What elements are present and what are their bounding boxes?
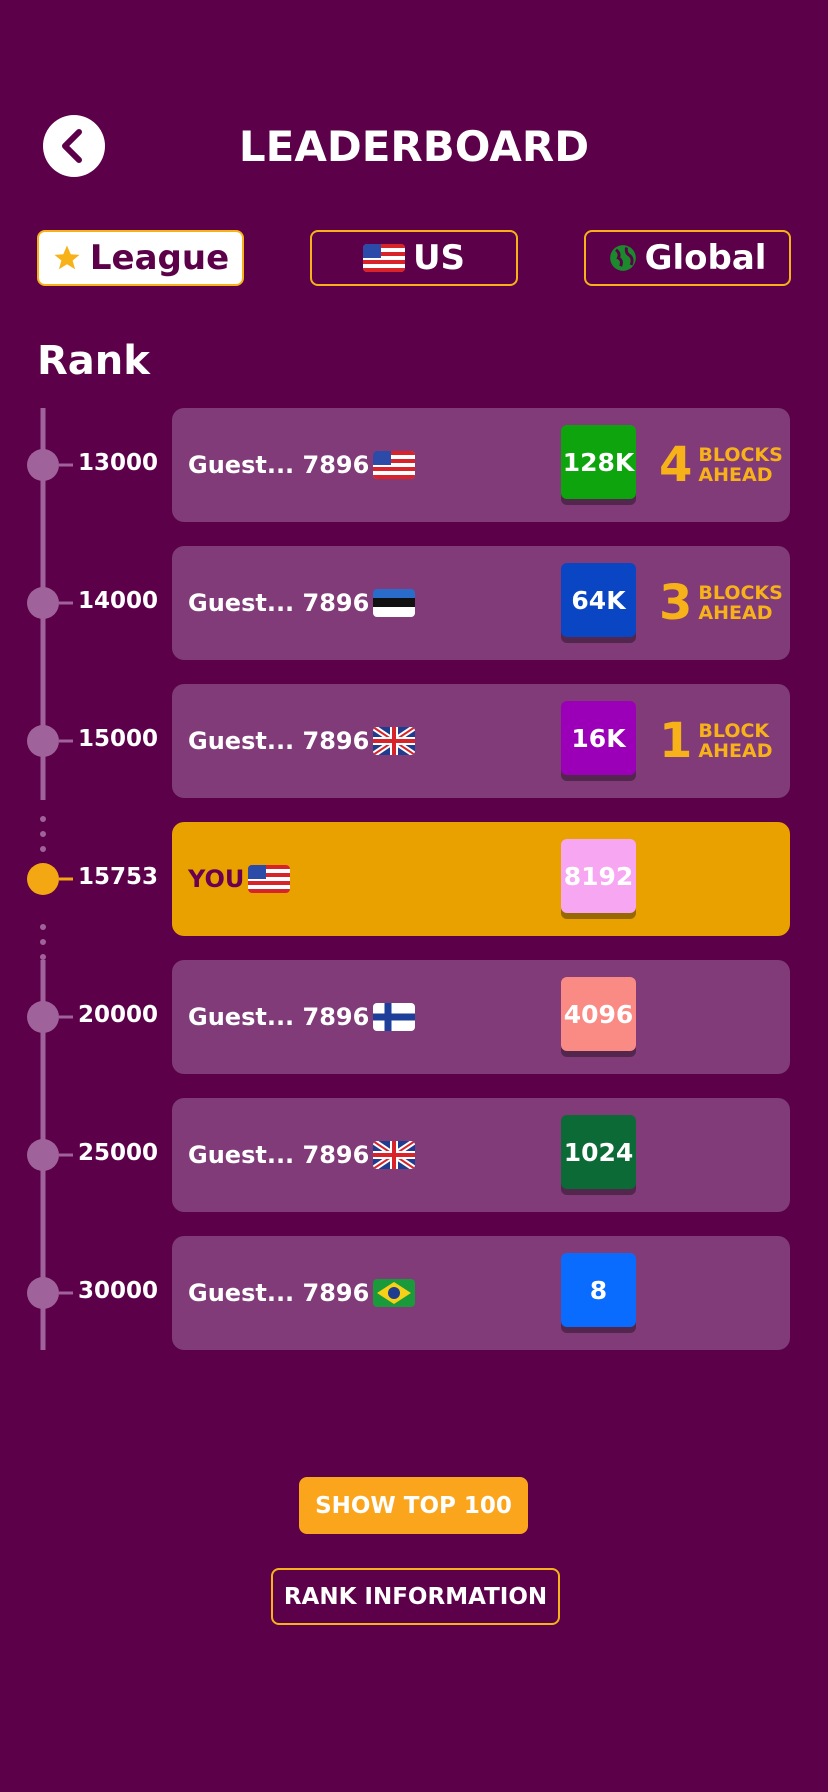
rank-number: 20000 [77,1002,159,1028]
ahead-count: 1 [659,713,693,769]
player: Guest... 7896 [188,546,416,660]
leaderboard-row: Guest... 7896 64K 3 BLOCKS AHEAD [172,546,790,660]
star-icon [54,245,80,270]
rank-heading: Rank [37,338,150,384]
leaderboard-row: YOU 8192 [172,822,790,936]
rank-number: 14000 [77,588,159,614]
block-tile: 8 [561,1253,636,1327]
flag [373,1279,416,1307]
rank-dot [27,587,73,619]
ahead-label: BLOCK [698,720,770,742]
player-name: Guest... 7896 [188,451,370,479]
blocks-ahead: 4 BLOCKS AHEAD [659,408,783,522]
rank-number: 13000 [77,450,159,476]
player: Guest... 7896 [188,1236,416,1350]
block-tile: 128K [561,425,636,499]
title: LEADERBOARD [238,122,590,171]
rank-number: 30000 [77,1278,159,1304]
ahead-text: BLOCK AHEAD [698,721,772,761]
player-name: Guest... 7896 [188,727,370,755]
flag [373,1141,416,1169]
rank-number: 15753 [77,864,159,890]
ahead-label: AHEAD [698,464,773,486]
block-tile: 64K [561,563,636,637]
player: YOU [188,822,291,936]
block-tile: 4096 [561,977,636,1051]
flag [248,865,291,893]
ahead-label: BLOCKS [698,582,783,604]
ahead-label: AHEAD [698,740,773,762]
player-name: Guest... 7896 [188,1141,370,1169]
tab-label: US [412,238,466,278]
flag [373,589,416,617]
ahead-count: 4 [659,437,693,493]
tab-label: League [89,238,230,278]
leaderboard-row: Guest... 7896 4096 [172,960,790,1074]
flag [373,451,416,479]
player-name: Guest... 7896 [188,589,370,617]
player-name: Guest... 7896 [188,1279,370,1307]
rank-number: 15000 [77,726,159,752]
ahead-count: 3 [659,575,693,631]
rank-dot [27,863,73,895]
flag [373,1003,416,1031]
player-name: Guest... 7896 [188,1003,370,1031]
rank-number: 25000 [77,1140,159,1166]
leaderboard-row: Guest... 7896 16K 1 BLOCK AHEAD [172,684,790,798]
blocks-ahead: 3 BLOCKS AHEAD [659,546,783,660]
leaderboard-row: Guest... 7896 128K 4 BLOCKS AHEAD [172,408,790,522]
tab-global[interactable]: Global [584,230,791,286]
leaderboard-row: Guest... 7896 8 [172,1236,790,1350]
show-top-button[interactable]: SHOW TOP 100 [299,1477,528,1534]
player: Guest... 7896 [188,684,416,798]
rank-dot [27,449,73,481]
globe-icon [609,245,636,271]
block-tile: 1024 [561,1115,636,1189]
ahead-text: BLOCKS AHEAD [698,583,782,623]
rank-info-button[interactable]: RANK INFORMATION [271,1568,560,1625]
block-tile: 8192 [561,839,636,913]
player: Guest... 7896 [188,960,416,1074]
rank-dot [27,1277,73,1309]
ahead-label: BLOCKS [698,444,783,466]
blocks-ahead: 1 BLOCK AHEAD [659,684,772,798]
block-tile: 16K [561,701,636,775]
player: Guest... 7896 [188,408,416,522]
back-button[interactable] [43,115,105,177]
back-icon [62,129,82,163]
ahead-label: AHEAD [698,602,773,624]
player: Guest... 7896 [188,1098,416,1212]
rank-dot [27,725,73,757]
flag [373,727,416,755]
rank-dot [27,1139,73,1171]
tab-us[interactable]: US [310,230,518,286]
tab-league[interactable]: League [37,230,244,286]
flag [362,244,405,272]
ahead-text: BLOCKS AHEAD [698,445,782,485]
tab-label: Global [644,238,767,278]
leaderboard-row: Guest... 7896 1024 [172,1098,790,1212]
rank-dot [27,1001,73,1033]
player-name: YOU [188,865,245,893]
